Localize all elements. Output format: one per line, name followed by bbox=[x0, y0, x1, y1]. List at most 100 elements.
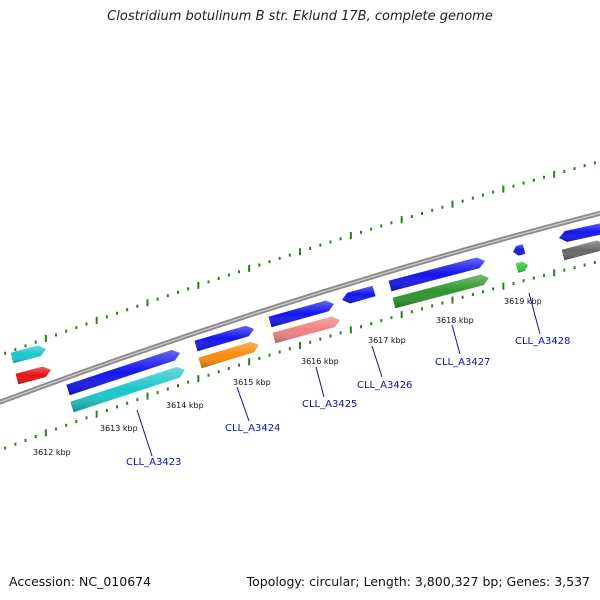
minor-tick bbox=[319, 337, 322, 341]
minor-tick bbox=[166, 294, 169, 298]
rna-feature-left-edge-shading bbox=[15, 366, 52, 385]
minor-tick bbox=[370, 322, 373, 326]
minor-tick bbox=[4, 446, 7, 450]
minor-tick bbox=[166, 387, 169, 391]
minor-tick bbox=[431, 304, 434, 308]
outer-tick-track bbox=[4, 161, 596, 355]
tick-label: 3615 kbp bbox=[233, 378, 271, 387]
minor-tick bbox=[238, 363, 240, 367]
minor-tick bbox=[177, 384, 179, 388]
minor-tick bbox=[360, 325, 362, 329]
minor-tick bbox=[24, 438, 27, 442]
minor-tick bbox=[543, 273, 545, 277]
minor-tick bbox=[421, 211, 423, 215]
gene-feature-cll-a3425-shading bbox=[268, 300, 334, 328]
gene-feature-cll-a3428-shading bbox=[513, 244, 526, 256]
minor-tick bbox=[75, 420, 78, 424]
minor-tick bbox=[55, 427, 57, 431]
minor-tick bbox=[309, 340, 312, 344]
minor-tick bbox=[136, 304, 139, 308]
minor-tick bbox=[116, 311, 118, 315]
major-tick bbox=[502, 282, 505, 290]
minor-tick bbox=[390, 316, 393, 320]
gene-label-cll-a3425[interactable]: CLL_A3425 bbox=[302, 399, 357, 410]
minor-tick bbox=[258, 356, 261, 360]
major-tick bbox=[400, 311, 403, 319]
minor-tick bbox=[492, 287, 495, 291]
minor-tick bbox=[339, 331, 342, 335]
minor-tick bbox=[34, 435, 37, 439]
backbone-highlight bbox=[0, 212, 600, 403]
minor-tick bbox=[360, 230, 362, 234]
leader-line bbox=[136, 409, 153, 457]
major-tick bbox=[553, 170, 556, 178]
tick-label: 3617 kbp bbox=[368, 336, 406, 345]
rna-feature-edge-shading bbox=[561, 240, 600, 261]
genome-title: Clostridium botulinum B str. Eklund 17B,… bbox=[107, 9, 493, 24]
rna-feature-cll-a3423-shading bbox=[70, 367, 185, 413]
minor-tick bbox=[512, 281, 515, 285]
minor-tick bbox=[563, 169, 566, 173]
gene-label-cll-a3424[interactable]: CLL_A3424 bbox=[225, 423, 280, 434]
minor-tick bbox=[410, 215, 413, 219]
minor-tick bbox=[329, 334, 332, 338]
major-tick bbox=[44, 429, 47, 437]
minor-tick bbox=[85, 416, 88, 420]
minor-tick bbox=[278, 350, 281, 354]
gene-feature-cll-a3424-shading bbox=[194, 325, 254, 352]
gene-feature-left-edge-shading bbox=[10, 345, 47, 364]
gene-feature-edge-shading bbox=[559, 223, 600, 242]
minor-tick bbox=[177, 290, 179, 294]
minor-tick bbox=[522, 181, 525, 185]
minor-tick bbox=[14, 442, 17, 446]
minor-tick bbox=[583, 263, 586, 267]
leader-line bbox=[451, 324, 461, 355]
minor-tick bbox=[380, 319, 383, 323]
major-tick bbox=[349, 232, 352, 240]
gene-features bbox=[10, 223, 600, 413]
accession-text: Accession: NC_010674 bbox=[9, 574, 152, 589]
minor-tick bbox=[319, 243, 322, 247]
leader-line bbox=[236, 386, 250, 422]
major-tick bbox=[146, 299, 149, 307]
gene-label-cll-a3428[interactable]: CLL_A3428 bbox=[515, 336, 570, 347]
major-tick bbox=[95, 410, 98, 418]
minor-tick bbox=[532, 178, 535, 182]
minor-tick bbox=[583, 164, 586, 168]
tick-label: 3618 kbp bbox=[436, 316, 474, 325]
minor-tick bbox=[105, 315, 108, 319]
tick-label: 3614 kbp bbox=[166, 401, 204, 410]
minor-tick bbox=[461, 295, 464, 299]
inner-tick-track bbox=[4, 261, 596, 450]
major-tick bbox=[248, 358, 251, 366]
minor-tick bbox=[207, 280, 210, 284]
minor-tick bbox=[380, 224, 383, 228]
minor-tick bbox=[482, 193, 484, 197]
minor-tick bbox=[217, 276, 220, 280]
minor-tick bbox=[593, 161, 596, 165]
gene-label-cll-a3426[interactable]: CLL_A3426 bbox=[357, 380, 412, 391]
minor-tick bbox=[390, 221, 393, 225]
leader-line bbox=[528, 292, 541, 335]
gene-label-cll-a3427[interactable]: CLL_A3427 bbox=[435, 357, 490, 368]
minor-tick bbox=[4, 351, 7, 355]
minor-tick bbox=[563, 268, 566, 272]
minor-tick bbox=[105, 409, 108, 413]
minor-tick bbox=[532, 276, 535, 280]
minor-tick bbox=[410, 310, 413, 314]
minor-tick bbox=[339, 237, 342, 241]
minor-tick bbox=[14, 348, 17, 352]
leader-line bbox=[371, 345, 383, 378]
minor-tick bbox=[543, 175, 545, 179]
minor-tick bbox=[268, 260, 271, 264]
minor-tick bbox=[461, 199, 464, 203]
minor-tick bbox=[156, 391, 159, 395]
minor-tick bbox=[65, 423, 68, 427]
rna-feature-cll-a3427-shading bbox=[392, 274, 489, 309]
minor-tick bbox=[238, 270, 240, 274]
major-tick bbox=[95, 316, 98, 324]
minor-tick bbox=[55, 333, 57, 337]
leader-line bbox=[315, 366, 325, 398]
gene-label-cll-a3423[interactable]: CLL_A3423 bbox=[126, 457, 181, 468]
